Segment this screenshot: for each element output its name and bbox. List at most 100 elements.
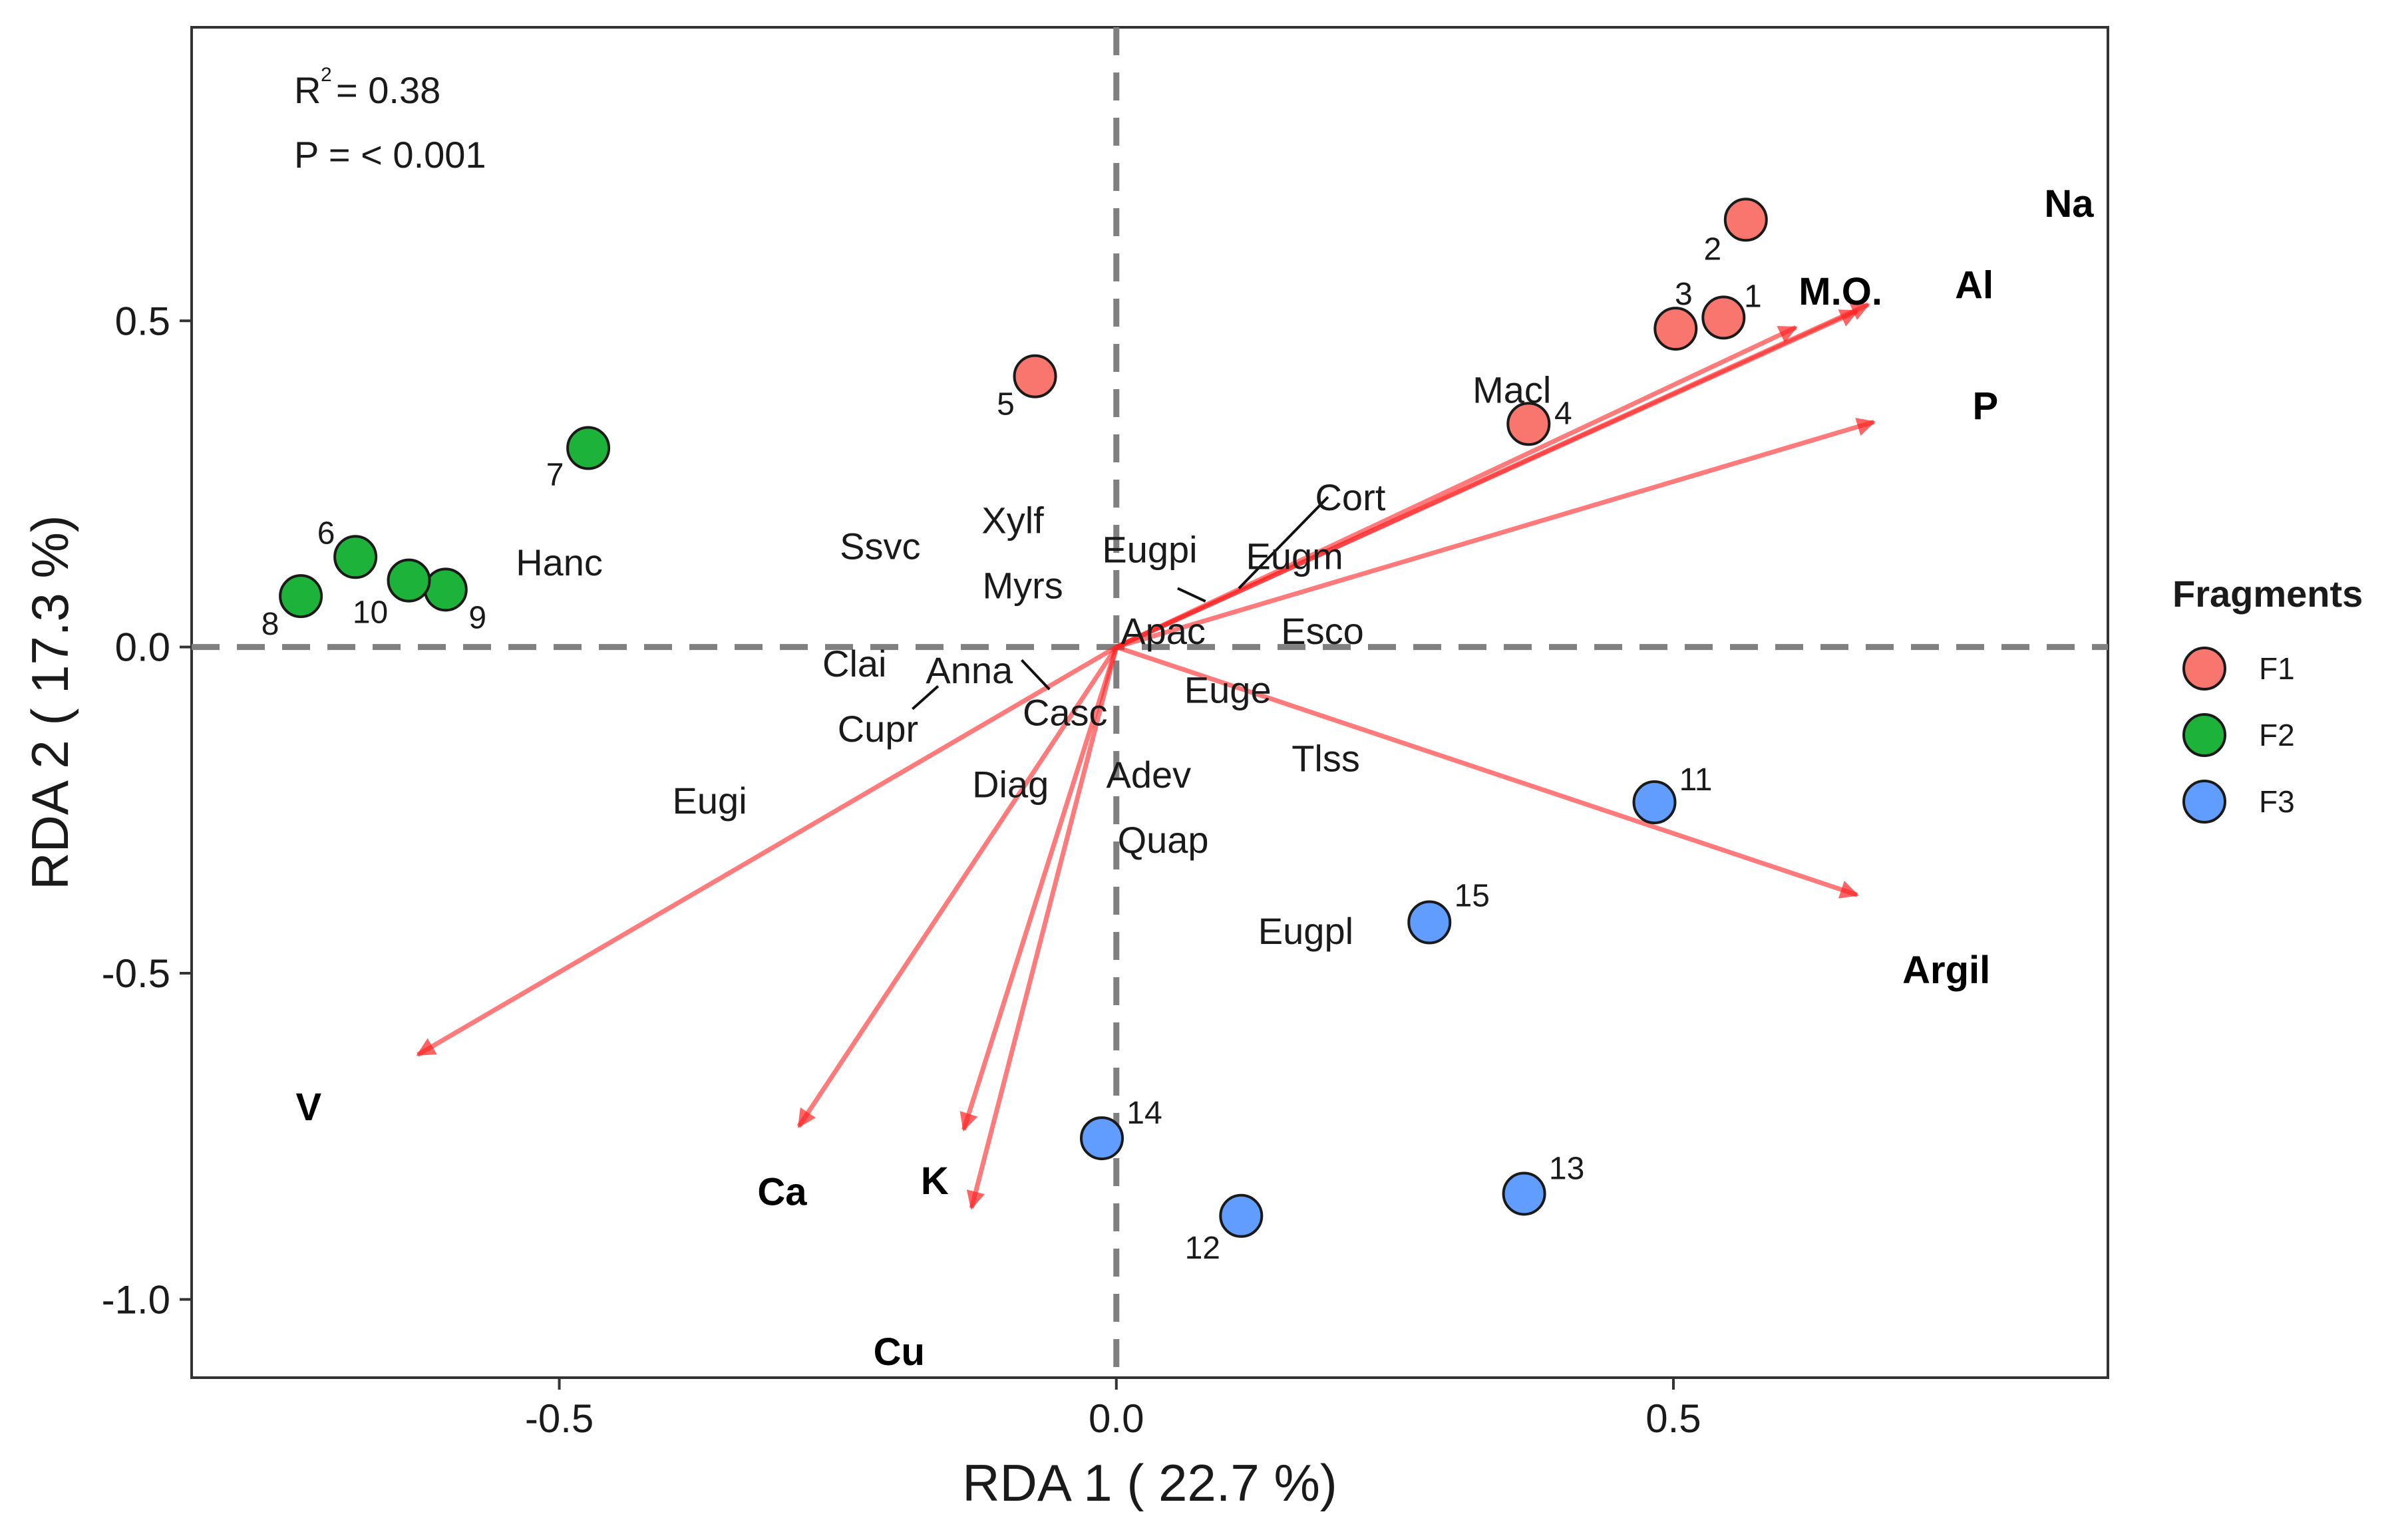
species-connectors — [912, 496, 1329, 710]
site-label-4: 4 — [1554, 396, 1572, 431]
site-point-3 — [1653, 307, 1698, 351]
species-label-anna: Anna — [926, 649, 1013, 691]
legend-swatch-f3 — [2182, 780, 2226, 824]
env-label-al: Al — [1955, 263, 1993, 307]
species-label-apac: Apac — [1120, 610, 1206, 652]
site-point-2 — [1723, 198, 1768, 242]
env-label-k: K — [921, 1159, 949, 1203]
site-label-3: 3 — [1675, 277, 1693, 312]
site-point-8 — [279, 574, 323, 619]
site-point-9 — [423, 567, 468, 612]
legend-label-f1: F1 — [2259, 651, 2295, 686]
site-label-13: 13 — [1549, 1151, 1584, 1186]
reference-lines — [192, 27, 2108, 1378]
legend-swatch-f1 — [2182, 647, 2226, 690]
site-point-10 — [387, 558, 431, 603]
site-label-8: 8 — [261, 607, 279, 642]
r-squared-value: = 0.38 — [336, 69, 440, 111]
y-tick-label: 0.5 — [115, 299, 170, 343]
env-arrow-argil — [1115, 645, 1859, 899]
site-label-2: 2 — [1703, 231, 1721, 267]
env-label-p: P — [1972, 384, 1998, 428]
species-connector-clai — [912, 685, 940, 710]
env-arrow-v — [416, 645, 1118, 1057]
env-arrow-p — [1115, 418, 1876, 649]
plot-panel — [190, 26, 2109, 1379]
species-label-hanc: Hanc — [516, 541, 603, 583]
species-label-cort: Cort — [1315, 476, 1385, 518]
site-label-10: 10 — [353, 595, 388, 631]
species-label-casc: Casc — [1023, 692, 1108, 734]
env-label-cu: Cu — [874, 1330, 925, 1374]
species-connector-eugpi — [1177, 587, 1206, 603]
env-arrow-ca — [796, 645, 1118, 1128]
env-label-ca: Ca — [757, 1171, 807, 1214]
site-label-6: 6 — [317, 516, 335, 551]
species-label-clai: Clai — [822, 643, 886, 685]
species-label-cupr: Cupr — [838, 708, 918, 750]
env-label-na: Na — [2044, 182, 2094, 226]
x-tick-label: 0.5 — [1645, 1396, 1701, 1441]
site-point-5 — [1013, 354, 1057, 398]
species-label-eugm: Eugm — [1246, 535, 1343, 577]
species-label-myrs: Myrs — [982, 564, 1063, 606]
species-label-ssvc: Ssvc — [840, 526, 920, 567]
site-point-14 — [1080, 1116, 1124, 1161]
p-value: P = < 0.001 — [294, 134, 486, 176]
site-label-9: 9 — [468, 600, 486, 635]
site-point-12 — [1219, 1193, 1264, 1238]
species-label-macl: Macl — [1472, 369, 1551, 410]
env-label-v: V — [295, 1086, 321, 1129]
site-points — [279, 198, 1768, 1238]
env-arrow-k — [959, 646, 1119, 1132]
stats-annotation: R 2 = 0.38 P = < 0.001 — [294, 64, 486, 176]
x-axis-title: RDA 1 ( 22.7 %) — [962, 1454, 1337, 1512]
site-label-12: 12 — [1185, 1231, 1220, 1266]
legend: Fragments F1 F2 F3 — [2172, 573, 2363, 824]
site-label-15: 15 — [1455, 878, 1490, 913]
species-label-diag: Diag — [972, 764, 1049, 806]
x-tick-label: 0.0 — [1089, 1396, 1144, 1441]
species-connector-cort — [1238, 496, 1329, 589]
site-label-14: 14 — [1126, 1096, 1162, 1131]
env-vectors — [416, 302, 1876, 1210]
env-arrow-cu — [966, 646, 1119, 1210]
legend-entries: F1 F2 F3 — [2182, 647, 2295, 824]
species-label-esco: Esco — [1281, 610, 1364, 652]
legend-title: Fragments — [2172, 573, 2363, 615]
species-label-euge: Euge — [1184, 669, 1272, 710]
site-point-1 — [1701, 295, 1746, 340]
axis-ticks: -0.5 0.0 0.5 -1.0 -0.5 0.0 0.5 — [102, 299, 1701, 1441]
y-tick-label: -1.0 — [102, 1277, 170, 1322]
env-label-argil: Argil — [1902, 949, 1990, 992]
site-label-5: 5 — [997, 387, 1015, 422]
site-point-7 — [566, 426, 611, 470]
legend-label-f2: F2 — [2259, 718, 2295, 752]
site-point-6 — [333, 535, 378, 579]
species-label-tlss: Tlss — [1291, 737, 1360, 779]
env-labels: Na Al M.O. P Argil V Ca K Cu — [295, 182, 2094, 1374]
species-label-adev: Adev — [1107, 754, 1192, 796]
species-label-eugpi: Eugpi — [1102, 529, 1197, 571]
y-axis-title: RDA 2 ( 17.3 %) — [21, 515, 79, 890]
site-label-7: 7 — [546, 458, 564, 493]
species-labels: Macl Cort Eugpi Eugm Xylf Ssvc Myrs Hanc Apac Esc… — [516, 369, 1551, 952]
env-label-m-o: M.O. — [1799, 270, 1882, 313]
legend-swatch-f2 — [2182, 713, 2226, 757]
y-tick-label: 0.0 — [115, 625, 170, 670]
site-label-1: 1 — [1744, 279, 1762, 314]
site-point-4 — [1506, 402, 1551, 446]
species-label-quap: Quap — [1118, 819, 1209, 861]
species-connector-anna — [1020, 659, 1051, 690]
site-point-11 — [1632, 780, 1677, 825]
env-arrow-m-o — [1115, 325, 1798, 649]
y-tick-label: -0.5 — [102, 951, 170, 996]
species-label-xylf: Xylf — [981, 499, 1044, 541]
site-point-13 — [1502, 1171, 1546, 1216]
species-label-eugpl: Eugpl — [1258, 910, 1353, 952]
site-point-15 — [1407, 900, 1452, 945]
legend-label-f3: F3 — [2259, 784, 2295, 819]
